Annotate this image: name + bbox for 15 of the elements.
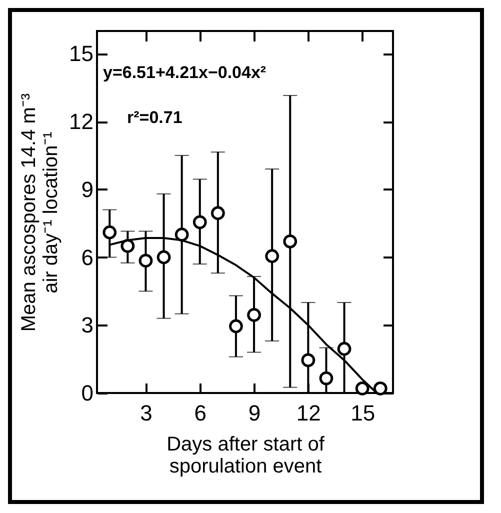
x-tick-label: 15 (350, 400, 376, 426)
y-tick-label: 0 (81, 380, 94, 406)
x-tick-label: 3 (140, 400, 152, 426)
y-tick-label: 6 (81, 244, 94, 270)
x-tick-label: 6 (194, 400, 207, 426)
y-tick-label: 15 (69, 41, 94, 66)
x-tick-label: 9 (248, 400, 261, 426)
y-axis-title: Mean ascospores 14.4 m⁻³ air day⁻¹ location⁻¹ (18, 93, 62, 332)
annotation: r²=0.71 (127, 108, 182, 127)
x-axis-title: Days after start of sporulation event (166, 434, 325, 478)
y-tick-label: 9 (81, 176, 94, 202)
y-tick-label: 3 (81, 312, 94, 338)
x-tick-label: 12 (296, 400, 321, 426)
annotation: y=6.51+4.21x−0.04x² (103, 63, 266, 82)
y-tick-label: 12 (69, 109, 94, 134)
